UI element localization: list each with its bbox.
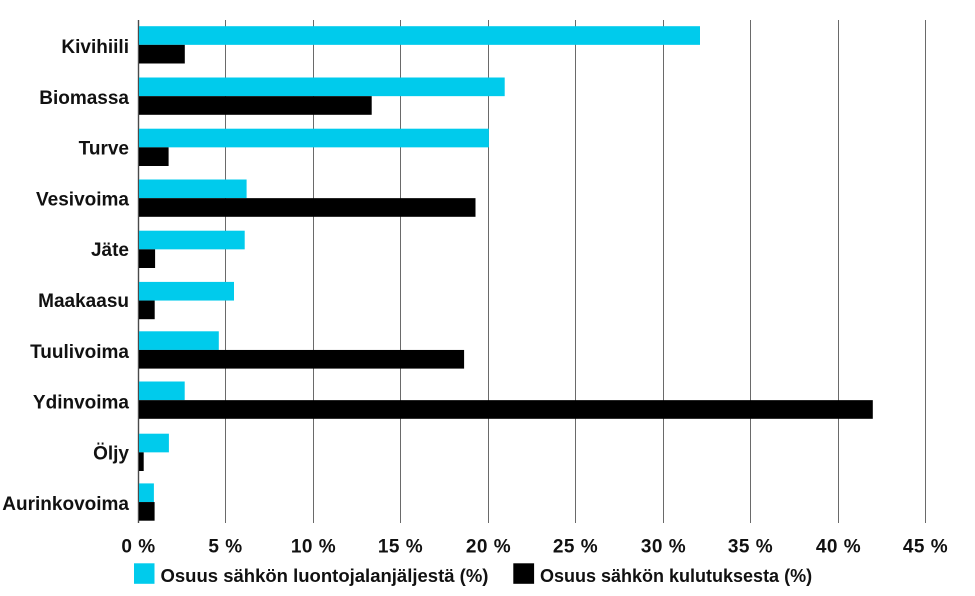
- svg-text:25 %: 25 %: [553, 537, 598, 558]
- svg-text:0 %: 0 %: [121, 537, 155, 558]
- svg-text:Aurinkovoima: Aurinkovoima: [2, 494, 129, 515]
- svg-text:Osuus sähkön luontojalanjäljes: Osuus sähkön luontojalanjäljestä (%): [161, 565, 489, 586]
- svg-text:5 %: 5 %: [208, 537, 242, 558]
- svg-text:Turve: Turve: [79, 139, 129, 160]
- svg-text:Biomassa: Biomassa: [39, 88, 129, 109]
- svg-text:Osuus sähkön kulutuksesta (%): Osuus sähkön kulutuksesta (%): [540, 566, 812, 586]
- svg-text:Vesivoima: Vesivoima: [36, 189, 129, 210]
- svg-text:Öljy: Öljy: [93, 443, 129, 464]
- svg-text:45 %: 45 %: [903, 537, 948, 558]
- svg-text:40 %: 40 %: [816, 537, 861, 558]
- svg-text:Ydinvoima: Ydinvoima: [33, 393, 130, 414]
- svg-text:15 %: 15 %: [378, 537, 423, 558]
- svg-text:20 %: 20 %: [466, 537, 511, 558]
- svg-text:30 %: 30 %: [641, 537, 686, 558]
- svg-text:35 %: 35 %: [728, 537, 773, 558]
- svg-text:Kivihiili: Kivihiili: [61, 37, 129, 58]
- svg-text:Jäte: Jäte: [91, 240, 129, 261]
- svg-text:10 %: 10 %: [291, 537, 336, 558]
- svg-text:Tuulivoima: Tuulivoima: [30, 342, 129, 363]
- svg-text:Maakaasu: Maakaasu: [38, 291, 129, 312]
